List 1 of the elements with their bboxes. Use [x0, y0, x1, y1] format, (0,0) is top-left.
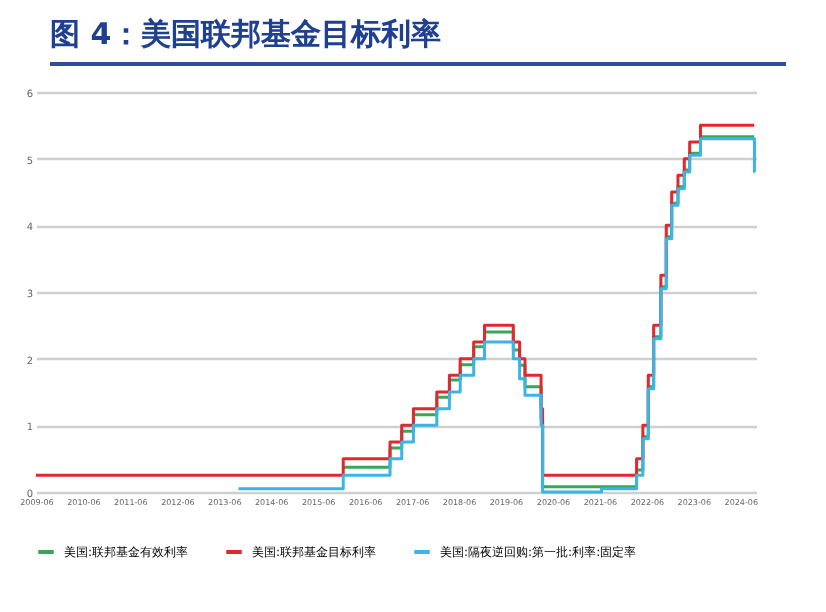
chart-title: 图 4：美国联邦基金目标利率: [50, 16, 786, 66]
